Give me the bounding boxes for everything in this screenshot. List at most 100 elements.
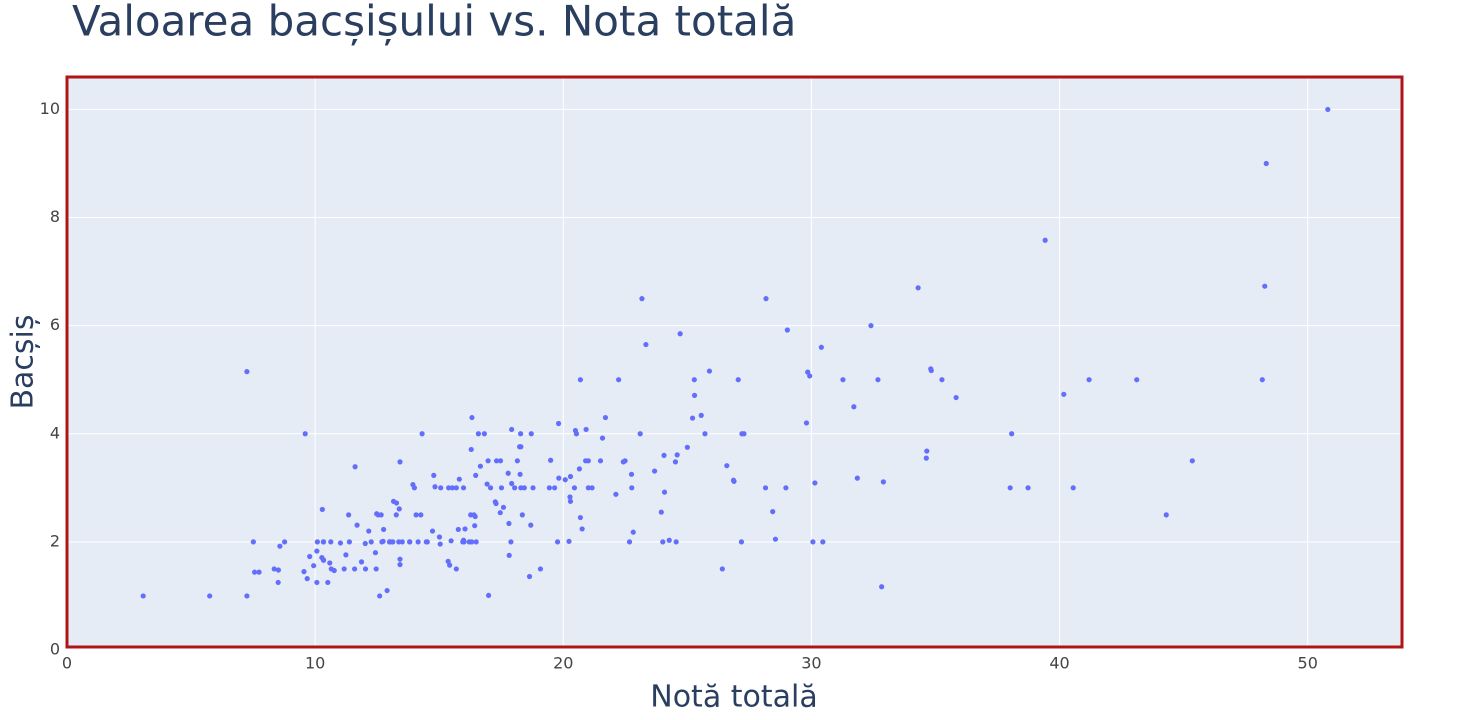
- point: [626, 539, 633, 545]
- point: [805, 369, 811, 375]
- point: [343, 552, 349, 558]
- point: [576, 466, 583, 472]
- point: [537, 566, 544, 572]
- point: [953, 394, 959, 401]
- point: [325, 579, 331, 586]
- point: [518, 431, 524, 437]
- point: [597, 458, 604, 464]
- point: [915, 285, 921, 291]
- point: [431, 472, 437, 478]
- point: [1163, 512, 1169, 518]
- point: [498, 485, 505, 491]
- point: [277, 543, 283, 549]
- point: [599, 435, 606, 441]
- point: [475, 431, 482, 437]
- point: [351, 566, 358, 572]
- point: [613, 491, 619, 497]
- point: [923, 455, 929, 461]
- point: [301, 569, 307, 575]
- point: [735, 377, 741, 383]
- point: [304, 576, 310, 582]
- point: [1025, 485, 1031, 491]
- point: [691, 377, 697, 383]
- point: [381, 526, 387, 533]
- point: [509, 426, 515, 433]
- point: [684, 444, 690, 450]
- point: [924, 448, 930, 454]
- x-tick-label: 40: [1049, 654, 1069, 673]
- x-tick-label: 30: [801, 654, 821, 673]
- point: [429, 528, 436, 534]
- point: [485, 458, 491, 464]
- point: [374, 511, 380, 517]
- x-tick-label: 0: [62, 654, 72, 673]
- y-tick-label: 10: [40, 99, 60, 118]
- point: [556, 475, 562, 481]
- y-tick-label: 0: [50, 640, 60, 659]
- point: [1042, 237, 1048, 243]
- point: [506, 520, 512, 527]
- y-tick-label: 6: [50, 315, 60, 334]
- point: [455, 526, 461, 533]
- point: [314, 548, 320, 554]
- point: [577, 377, 584, 383]
- point: [378, 512, 384, 518]
- point: [436, 534, 443, 540]
- point: [1263, 160, 1269, 167]
- point: [583, 458, 589, 464]
- point: [354, 522, 360, 528]
- point: [469, 414, 475, 421]
- point: [251, 569, 258, 575]
- point: [399, 539, 405, 545]
- point: [741, 431, 747, 437]
- point: [1262, 283, 1268, 289]
- point: [661, 489, 668, 495]
- point: [512, 485, 518, 491]
- point: [1007, 485, 1013, 491]
- point: [616, 377, 622, 383]
- point: [468, 512, 474, 518]
- point: [660, 539, 666, 545]
- point: [573, 431, 580, 437]
- point: [879, 584, 885, 590]
- point: [453, 566, 459, 572]
- point: [311, 563, 317, 569]
- point: [397, 459, 403, 465]
- point: [840, 377, 846, 383]
- point: [275, 579, 281, 586]
- point: [473, 472, 479, 478]
- point: [784, 327, 790, 333]
- point: [658, 509, 664, 515]
- point: [585, 485, 591, 491]
- point: [506, 552, 512, 559]
- point: [331, 567, 337, 574]
- point: [472, 523, 478, 529]
- point: [571, 485, 578, 491]
- x-tick-label: 50: [1298, 654, 1318, 673]
- point: [551, 485, 558, 491]
- point: [783, 485, 789, 491]
- point: [484, 481, 490, 487]
- point: [620, 459, 626, 465]
- point: [362, 540, 368, 547]
- point: [275, 567, 282, 573]
- point: [314, 579, 320, 586]
- point: [589, 485, 595, 491]
- point: [583, 426, 589, 433]
- point: [460, 485, 467, 491]
- y-axis-title: Bacșiș: [6, 314, 41, 409]
- point: [497, 458, 504, 464]
- y-tick-label: 8: [50, 207, 60, 226]
- point: [812, 480, 818, 486]
- point: [307, 553, 313, 560]
- point: [772, 536, 779, 542]
- point: [140, 593, 146, 599]
- point: [1009, 431, 1015, 437]
- point: [386, 539, 393, 545]
- point: [397, 556, 403, 562]
- point: [319, 506, 325, 513]
- point: [528, 522, 534, 528]
- point: [473, 539, 479, 545]
- point: [567, 494, 573, 500]
